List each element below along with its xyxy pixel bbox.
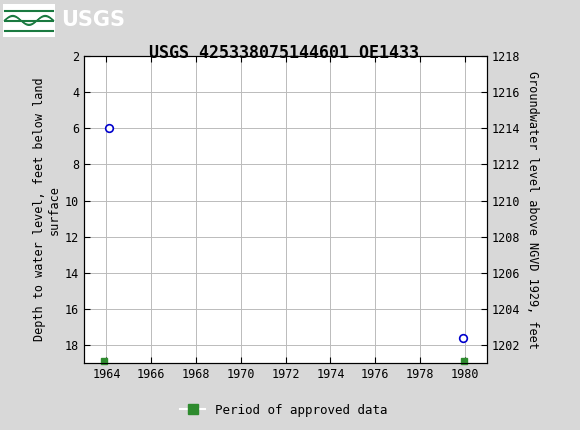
Text: USGS: USGS xyxy=(61,9,125,30)
Y-axis label: Depth to water level, feet below land
surface: Depth to water level, feet below land su… xyxy=(33,78,61,341)
Bar xyxy=(3,4,55,37)
Legend: Period of approved data: Period of approved data xyxy=(175,399,393,421)
Text: USGS 425338075144601 OE1433: USGS 425338075144601 OE1433 xyxy=(149,44,419,62)
Y-axis label: Groundwater level above NGVD 1929, feet: Groundwater level above NGVD 1929, feet xyxy=(526,71,539,349)
